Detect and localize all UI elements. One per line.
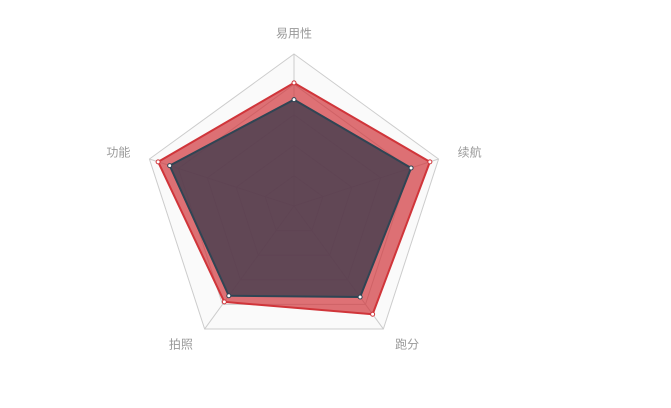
radar-series (155, 80, 433, 317)
radar-data-point (370, 311, 376, 317)
radar-axis-label: 功能 (106, 145, 130, 159)
radar-data-point (155, 159, 161, 165)
radar-data-point (291, 80, 297, 86)
radar-axis-label: 跑分 (395, 338, 419, 352)
radar-data-point (226, 293, 232, 299)
radar-axis-label: 续航 (458, 144, 482, 159)
radar-data-point (221, 299, 227, 305)
radar-series-area (168, 98, 413, 298)
radar-data-point (291, 97, 297, 103)
radar-data-point (357, 294, 363, 300)
radar-data-point (427, 159, 433, 165)
radar-data-point (167, 163, 173, 169)
radar-data-point (408, 165, 414, 171)
radar-axis-label: 拍照 (169, 337, 193, 352)
radar-axis-label: 易用性 (276, 27, 312, 41)
